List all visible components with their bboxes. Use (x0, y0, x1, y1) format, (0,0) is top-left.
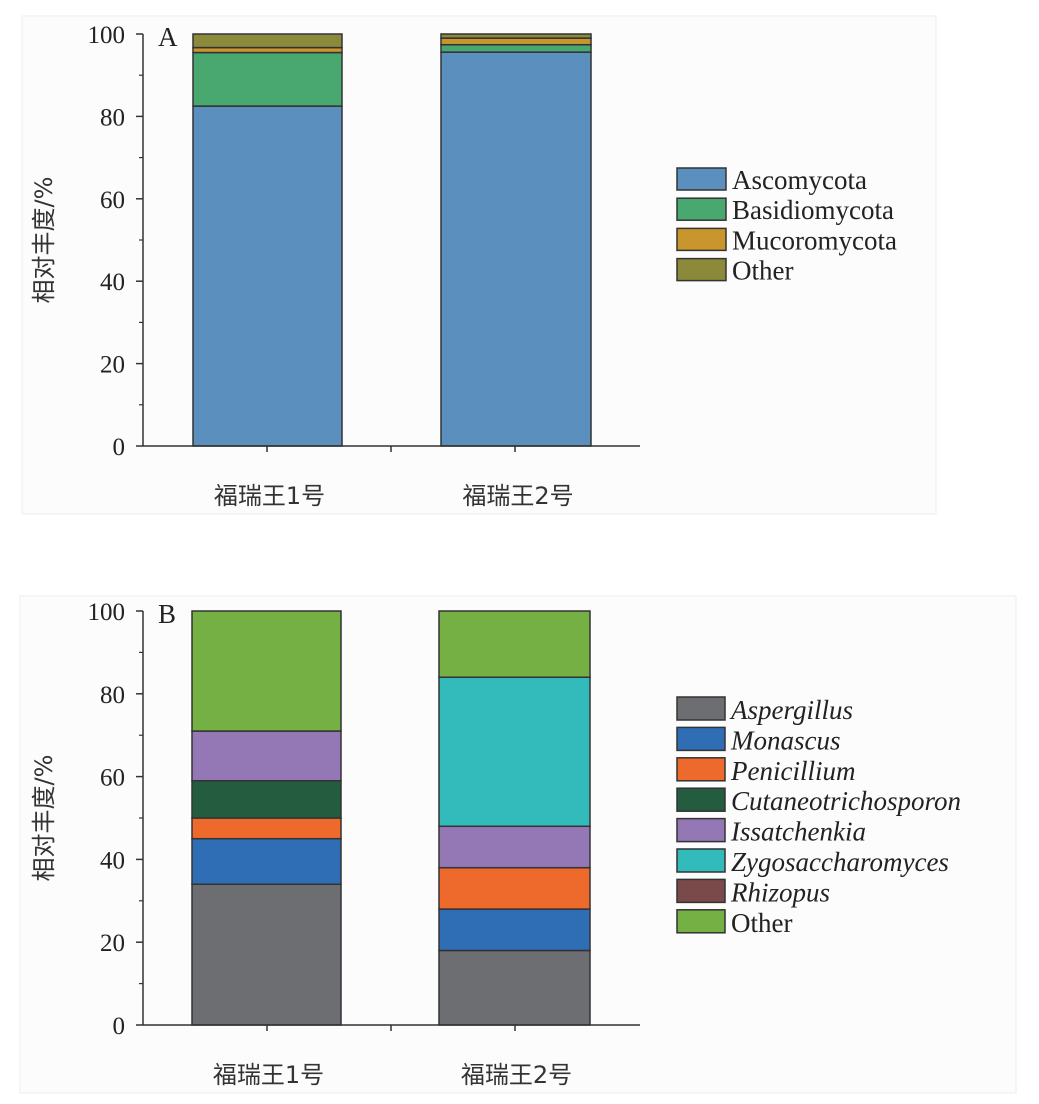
legend-swatch (676, 257, 727, 282)
bar-segment-ascomycota-1 (192, 105, 343, 447)
panel-a-letter: A (158, 22, 178, 52)
legend-label: Cutaneotrichosporon (731, 786, 961, 816)
bar-segment-issatchenkia-2 (438, 825, 591, 869)
legend-label: Penicillium (730, 756, 855, 786)
legend-swatch (676, 817, 726, 843)
bar-segment-other-2 (438, 610, 591, 678)
bar-segment-penicillium-2 (438, 866, 591, 910)
y-tick-label: 0 (113, 434, 126, 461)
panel-b-letter: B (158, 599, 176, 629)
y-tick-label: 0 (113, 1013, 126, 1040)
legend-swatch (676, 757, 726, 782)
legend-label: Zygosaccharomyces (731, 847, 949, 877)
legend-label: Aspergillus (729, 695, 853, 725)
legend-swatch (676, 787, 726, 812)
y-tick-label: 20 (100, 930, 125, 957)
y-tick-label: 20 (100, 352, 125, 379)
panel-b-category-labels: 福瑞王1号 福瑞王2号 (213, 1061, 572, 1089)
y-tick-label: 40 (100, 847, 125, 874)
bar-segment-other-1 (192, 33, 343, 49)
legend-label: Mucoromycota (732, 225, 897, 255)
y-tick-label: 60 (100, 187, 125, 214)
y-tick-label: 100 (88, 599, 126, 626)
bar-segment-basidiomycota-1 (192, 51, 343, 107)
bar-segment-basidiomycota-2 (440, 43, 592, 53)
x-category-label: 福瑞王1号 (214, 482, 325, 510)
bar-segment-aspergillus-1 (191, 883, 342, 1026)
x-category-label: 福瑞王2号 (461, 1061, 572, 1089)
legend-label: Issatchenkia (730, 817, 866, 847)
bar-segment-other-1 (191, 610, 342, 732)
bar-segment-cutaneotrichosporon-1 (191, 779, 342, 819)
bar-segment-other-2 (440, 33, 592, 39)
bar-segment-mucoromycota-2 (440, 37, 592, 46)
legend-swatch (676, 167, 727, 191)
x-category-label: 福瑞王1号 (213, 1061, 324, 1089)
panel-a-y-axis-label: 相对丰度/% (30, 177, 58, 304)
y-tick-label: 80 (100, 682, 125, 709)
panel-a-bars (192, 33, 592, 447)
legend-label: Monascus (730, 725, 841, 755)
legend-swatch (676, 696, 726, 721)
y-tick-label: 80 (100, 104, 125, 131)
bar-segment-monascus-1 (191, 837, 342, 885)
panel-b-bars (191, 610, 591, 1026)
panel-b-legend: AspergillusMonascusPenicilliumCutaneotri… (676, 695, 961, 938)
panel-b-axes: 0 20 40 60 80 100 (88, 599, 640, 1040)
legend-swatch (676, 878, 726, 904)
bar-segment-monascus-2 (438, 908, 591, 952)
y-tick-label: 40 (100, 269, 125, 296)
bar-segment-issatchenkia-1 (191, 730, 342, 782)
panel-b-y-axis-label: 相对丰度/% (30, 755, 58, 882)
legend-swatch (676, 227, 727, 252)
legend-swatch (676, 848, 726, 873)
panel-a-category-labels: 福瑞王1号 福瑞王2号 (214, 482, 574, 510)
panel-b: B 相对丰度/% 0 20 40 60 80 100 福瑞王1号 福瑞王2号 Aspergi… (19, 595, 1017, 1094)
panel-a: A 相对丰度/% 0 20 40 60 80 100 福瑞王1号 福瑞王2号 Ascomyc… (21, 15, 937, 515)
legend-label: Rhizopus (730, 877, 830, 907)
legend-swatch (676, 726, 726, 752)
legend-label: Other (732, 256, 793, 286)
x-category-label: 福瑞王2号 (462, 482, 573, 510)
legend-label: Other (731, 908, 792, 938)
bar-segment-ascomycota-2 (440, 51, 592, 447)
y-tick-label: 60 (100, 765, 125, 792)
legend-label: Basidiomycota (732, 195, 894, 225)
bar-segment-penicillium-1 (191, 817, 342, 840)
legend-swatch (676, 909, 726, 934)
bar-segment-zygosaccharomyces-2 (438, 676, 591, 828)
y-tick-label: 100 (88, 22, 126, 49)
bar-segment-aspergillus-2 (438, 949, 591, 1026)
legend-label: Ascomycota (732, 165, 867, 195)
legend-swatch (676, 197, 727, 221)
panel-a-axes: 0 20 40 60 80 100 (88, 22, 640, 461)
